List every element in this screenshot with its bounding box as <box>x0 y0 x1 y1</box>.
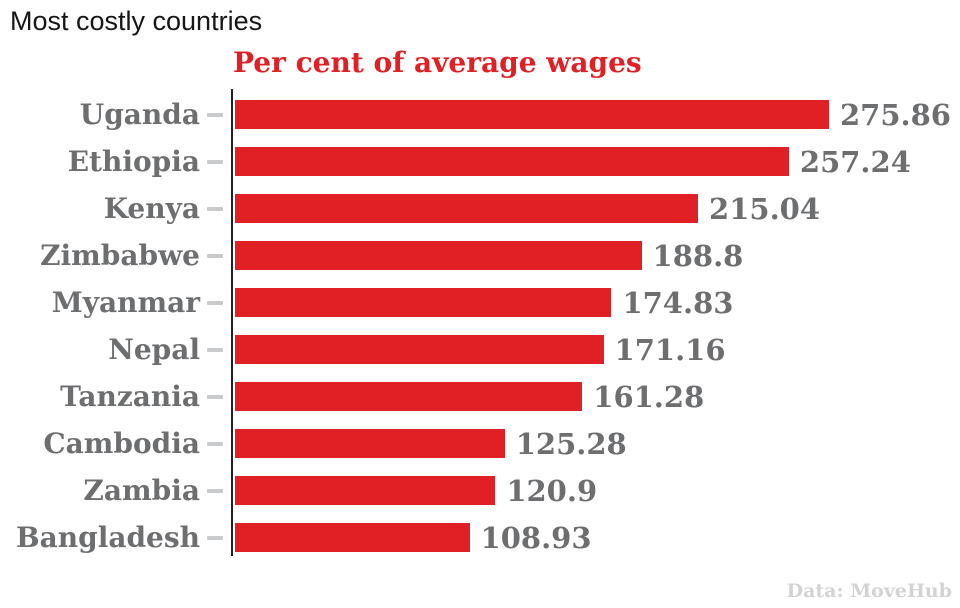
bar-chart: Uganda 275.86 Ethiopia 257.24 Kenya 215.… <box>0 89 960 561</box>
bar <box>235 194 699 223</box>
tick-mark <box>207 300 223 305</box>
bar-track: 275.86 <box>232 98 960 132</box>
bar <box>235 429 505 458</box>
tick-mark <box>207 441 223 446</box>
bar-track: 257.24 <box>232 145 960 179</box>
value-label: 215.04 <box>709 191 821 226</box>
bar-row: Cambodia 125.28 <box>0 420 960 467</box>
country-label: Zimbabwe <box>40 239 200 272</box>
country-label: Uganda <box>79 98 200 131</box>
bar-track: 171.16 <box>232 333 960 367</box>
country-label: Myanmar <box>51 286 200 319</box>
chart-subtitle: Per cent of average wages <box>233 46 642 79</box>
country-label: Cambodia <box>43 427 200 460</box>
bar-row: Zimbabwe 188.8 <box>0 232 960 279</box>
bar-track: 215.04 <box>232 192 960 226</box>
bar-row: Bangladesh 108.93 <box>0 514 960 561</box>
country-label: Zambia <box>83 474 200 507</box>
tick-mark <box>207 206 223 211</box>
bar <box>235 335 604 364</box>
country-label: Nepal <box>108 333 200 366</box>
bar-row: Myanmar 174.83 <box>0 279 960 326</box>
bar-track: 125.28 <box>232 427 960 461</box>
bar <box>235 382 583 411</box>
bar-track: 108.93 <box>232 521 960 555</box>
tick-mark <box>207 253 223 258</box>
bar-row: Nepal 171.16 <box>0 326 960 373</box>
value-label: 108.93 <box>480 520 592 555</box>
bar-row: Zambia 120.9 <box>0 467 960 514</box>
bar-row: Uganda 275.86 <box>0 91 960 138</box>
y-axis-line <box>231 89 233 556</box>
value-label: 125.28 <box>515 426 627 461</box>
value-label: 174.83 <box>622 285 734 320</box>
page-title: Most costly countries <box>10 6 263 36</box>
bar-row: Kenya 215.04 <box>0 185 960 232</box>
value-label: 275.86 <box>840 97 951 132</box>
tick-mark <box>207 535 223 540</box>
bar <box>235 100 829 129</box>
tick-mark <box>207 112 223 117</box>
bar-track: 188.8 <box>232 239 960 273</box>
bar <box>235 241 642 270</box>
tick-mark <box>207 347 223 352</box>
bar-row: Ethiopia 257.24 <box>0 138 960 185</box>
data-source-credit: Data: MoveHub <box>786 580 952 602</box>
bar-track: 161.28 <box>232 380 960 414</box>
value-label: 161.28 <box>593 379 705 414</box>
bar <box>235 523 470 552</box>
value-label: 120.9 <box>506 473 598 508</box>
bar <box>235 147 789 176</box>
country-label: Tanzania <box>60 380 200 413</box>
value-label: 171.16 <box>614 332 726 367</box>
bar-track: 120.9 <box>232 474 960 508</box>
country-label: Ethiopia <box>67 145 200 178</box>
bar <box>235 288 612 317</box>
tick-mark <box>207 159 223 164</box>
bar <box>235 476 496 505</box>
tick-mark <box>207 394 223 399</box>
country-label: Bangladesh <box>15 521 200 554</box>
country-label: Kenya <box>103 192 200 225</box>
bar-row: Tanzania 161.28 <box>0 373 960 420</box>
bar-track: 174.83 <box>232 286 960 320</box>
value-label: 257.24 <box>799 144 911 179</box>
tick-mark <box>207 488 223 493</box>
value-label: 188.8 <box>652 238 744 273</box>
